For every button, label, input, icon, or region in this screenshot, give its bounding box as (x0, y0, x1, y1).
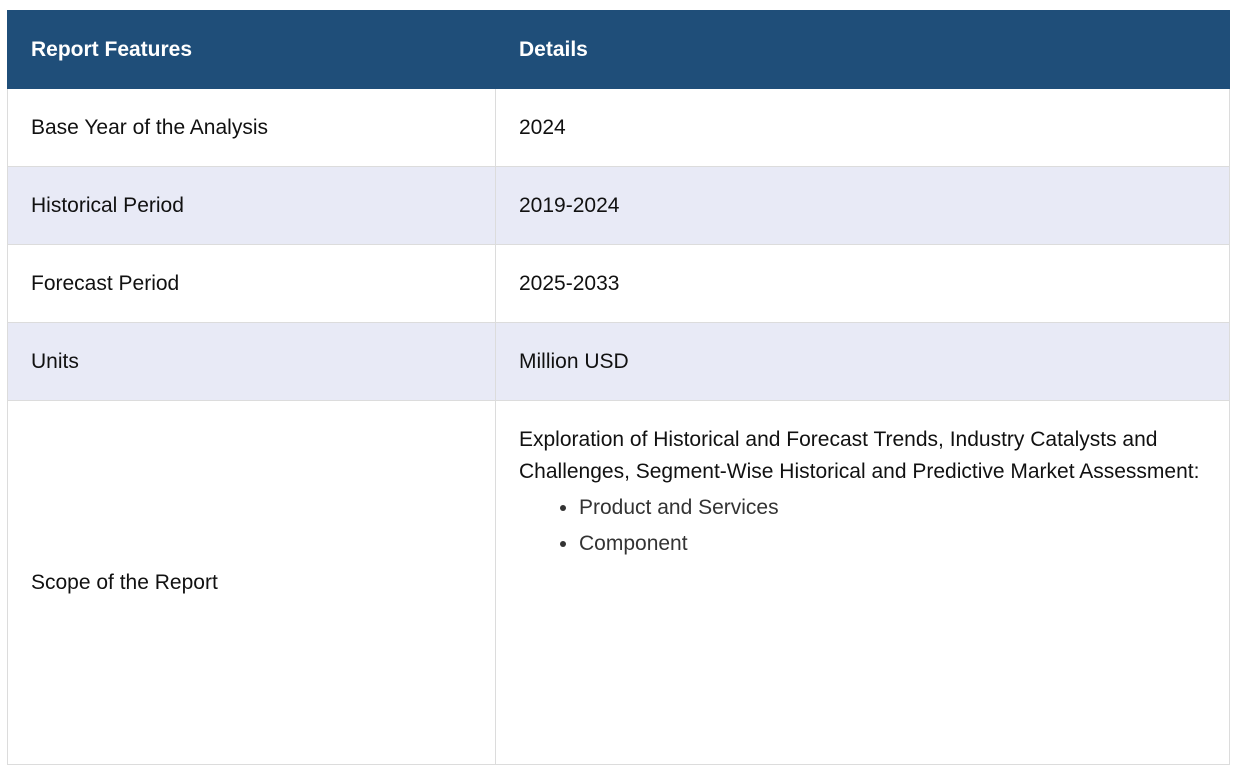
scope-list-item: Product and Services (579, 490, 1206, 526)
table-row: Historical Period 2019-2024 (7, 166, 1230, 245)
detail-cell: Million USD (495, 322, 1230, 401)
table-row: Forecast Period 2025-2033 (7, 244, 1230, 323)
detail-cell: 2025-2033 (495, 244, 1230, 323)
table-row: Units Million USD (7, 322, 1230, 401)
report-features-table-container: Report Features Details Base Year of the… (7, 10, 1230, 765)
table-header-row: Report Features Details (7, 10, 1230, 89)
feature-cell: Units (7, 322, 496, 401)
feature-cell: Forecast Period (7, 244, 496, 323)
header-details: Details (495, 10, 1230, 89)
feature-cell: Base Year of the Analysis (7, 88, 496, 167)
feature-cell: Historical Period (7, 166, 496, 245)
table-row: Base Year of the Analysis 2024 (7, 88, 1230, 167)
scope-description: Exploration of Historical and Forecast T… (519, 428, 1200, 483)
scope-list-item: Component (579, 526, 1206, 562)
detail-cell: 2024 (495, 88, 1230, 167)
header-report-features: Report Features (7, 10, 496, 89)
detail-cell-scope: Exploration of Historical and Forecast T… (495, 400, 1230, 765)
report-features-table: Report Features Details Base Year of the… (7, 10, 1230, 765)
feature-cell-scope: Scope of the Report (7, 400, 496, 765)
table-row-scope: Scope of the Report Exploration of Histo… (7, 400, 1230, 765)
scope-list: Product and Services Component (519, 490, 1206, 562)
detail-cell: 2019-2024 (495, 166, 1230, 245)
